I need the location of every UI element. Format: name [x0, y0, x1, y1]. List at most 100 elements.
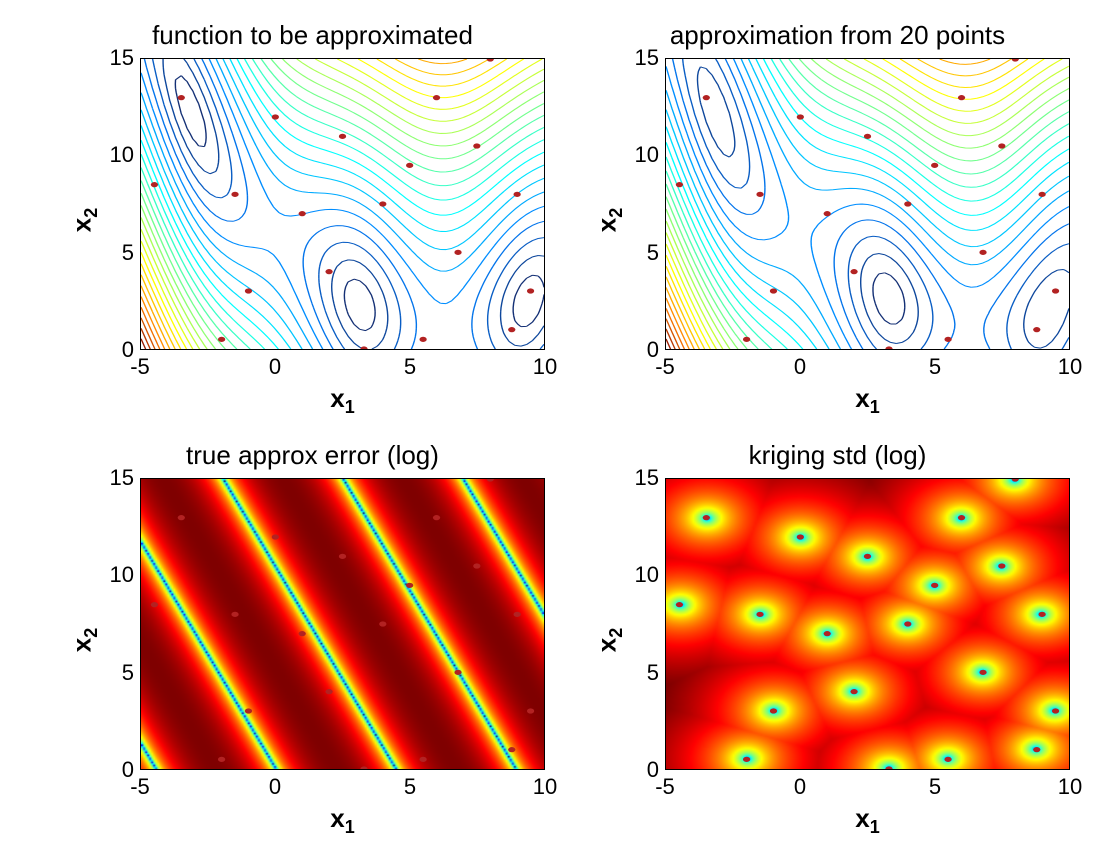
sample-point-dot	[797, 114, 804, 119]
ytick-label: 10	[609, 562, 659, 588]
sample-point-dot	[379, 201, 386, 206]
sample-point-dot	[703, 95, 710, 100]
ytick-label: 0	[84, 757, 134, 783]
sample-point-dot	[885, 766, 892, 769]
contour-line	[141, 59, 544, 349]
sample-point-dot	[178, 515, 185, 520]
axes-function	[140, 58, 545, 350]
panel-approx: approximation from 20 points 051015-5051…	[595, 20, 1080, 420]
xtick-label: -5	[130, 774, 150, 800]
sample-point-dot	[454, 250, 461, 255]
contour-line	[666, 59, 990, 349]
sample-point-dot	[676, 602, 683, 607]
sample-point-dot	[218, 337, 225, 342]
sample-point-dot	[299, 631, 306, 636]
dots-svg-std	[666, 479, 1069, 769]
sample-point-dot	[299, 211, 306, 216]
contour-line	[141, 328, 150, 349]
ytick-label: 5	[609, 660, 659, 686]
sample-point-dot	[824, 631, 831, 636]
sample-point-dot	[676, 182, 683, 187]
sample-point-dot	[325, 689, 332, 694]
xtick-label: 10	[533, 354, 557, 380]
sample-point-dot	[1039, 192, 1046, 197]
sample-point-dot	[272, 534, 279, 539]
sample-point-dot	[1052, 288, 1059, 293]
xtick-label: 5	[404, 774, 416, 800]
sample-point-dot	[473, 563, 480, 568]
contour-line	[666, 59, 1028, 349]
ytick-label: 0	[609, 337, 659, 363]
sample-point-dot	[487, 479, 494, 482]
sample-point-dot	[931, 583, 938, 588]
xtick-label: 10	[533, 774, 557, 800]
xlabel-function: x1	[70, 383, 555, 418]
ytick-label: 5	[84, 240, 134, 266]
ytick-label: 5	[84, 660, 134, 686]
sample-point-dot	[850, 689, 857, 694]
sample-point-dot	[850, 269, 857, 274]
sample-point-dot	[527, 708, 534, 713]
xtick-label: -5	[130, 354, 150, 380]
xtick-label: 0	[269, 354, 281, 380]
sample-point-dot	[433, 95, 440, 100]
contour-line	[697, 67, 1069, 348]
sample-point-dot	[151, 182, 158, 187]
ylabel-approx: x2	[592, 208, 627, 232]
sample-point-dot	[931, 163, 938, 168]
sample-point-dot	[864, 554, 871, 559]
contour-line	[873, 273, 905, 324]
panel-error: true approx error (log) 051015-50510 x2 …	[70, 440, 555, 840]
panel-std: kriging std (log) 051015-50510 x2 x1	[595, 440, 1080, 840]
ytick-label: 10	[84, 142, 134, 168]
sample-point-dot	[231, 612, 238, 617]
sample-point-dot	[824, 211, 831, 216]
contour-line	[153, 59, 544, 349]
xtick-label: 10	[1058, 354, 1082, 380]
ylabel-function: x2	[67, 208, 102, 232]
contour-line	[144, 59, 544, 349]
contour-line	[666, 298, 689, 349]
sample-point-dot	[454, 670, 461, 675]
sample-point-dot	[979, 250, 986, 255]
axes-std	[665, 478, 1070, 770]
sample-point-dot	[419, 337, 426, 342]
sample-point-dot	[885, 346, 892, 349]
contour-line	[141, 307, 160, 349]
contour-line	[666, 59, 1069, 349]
sample-point-dot	[178, 95, 185, 100]
sample-point-dot	[703, 515, 710, 520]
sample-point-dot	[1033, 747, 1040, 752]
sample-point-dot	[508, 747, 515, 752]
sample-point-dot	[756, 192, 763, 197]
sample-point-dot	[998, 143, 1005, 148]
title-std: kriging std (log)	[595, 440, 1080, 474]
xtick-label: 0	[269, 774, 281, 800]
subplot-grid: function to be approximated 051015-50510…	[70, 20, 1080, 840]
xlabel-error: x1	[70, 803, 555, 838]
sample-point-dot	[245, 288, 252, 293]
xtick-label: 10	[1058, 774, 1082, 800]
figure: function to be approximated 051015-50510…	[0, 0, 1114, 857]
sample-point-dot	[958, 515, 965, 520]
sample-point-dot	[1052, 708, 1059, 713]
panel-function: function to be approximated 051015-50510…	[70, 20, 555, 420]
sample-point-dot	[998, 563, 1005, 568]
sample-point-dot	[379, 621, 386, 626]
sample-point-dot	[864, 134, 871, 139]
ytick-label: 10	[84, 562, 134, 588]
xtick-label: 5	[404, 354, 416, 380]
ytick-label: 5	[609, 240, 659, 266]
sample-point-dot	[514, 192, 521, 197]
dots-svg-error	[141, 479, 544, 769]
sample-point-dot	[770, 288, 777, 293]
xtick-label: 5	[929, 354, 941, 380]
sample-point-dot	[473, 143, 480, 148]
contour-line	[666, 308, 684, 349]
sample-point-dot	[904, 621, 911, 626]
sample-point-dot	[325, 269, 332, 274]
sample-point-dot	[743, 757, 750, 762]
sample-point-dot	[508, 327, 515, 332]
axes-approx	[665, 58, 1070, 350]
xtick-label: 0	[794, 774, 806, 800]
